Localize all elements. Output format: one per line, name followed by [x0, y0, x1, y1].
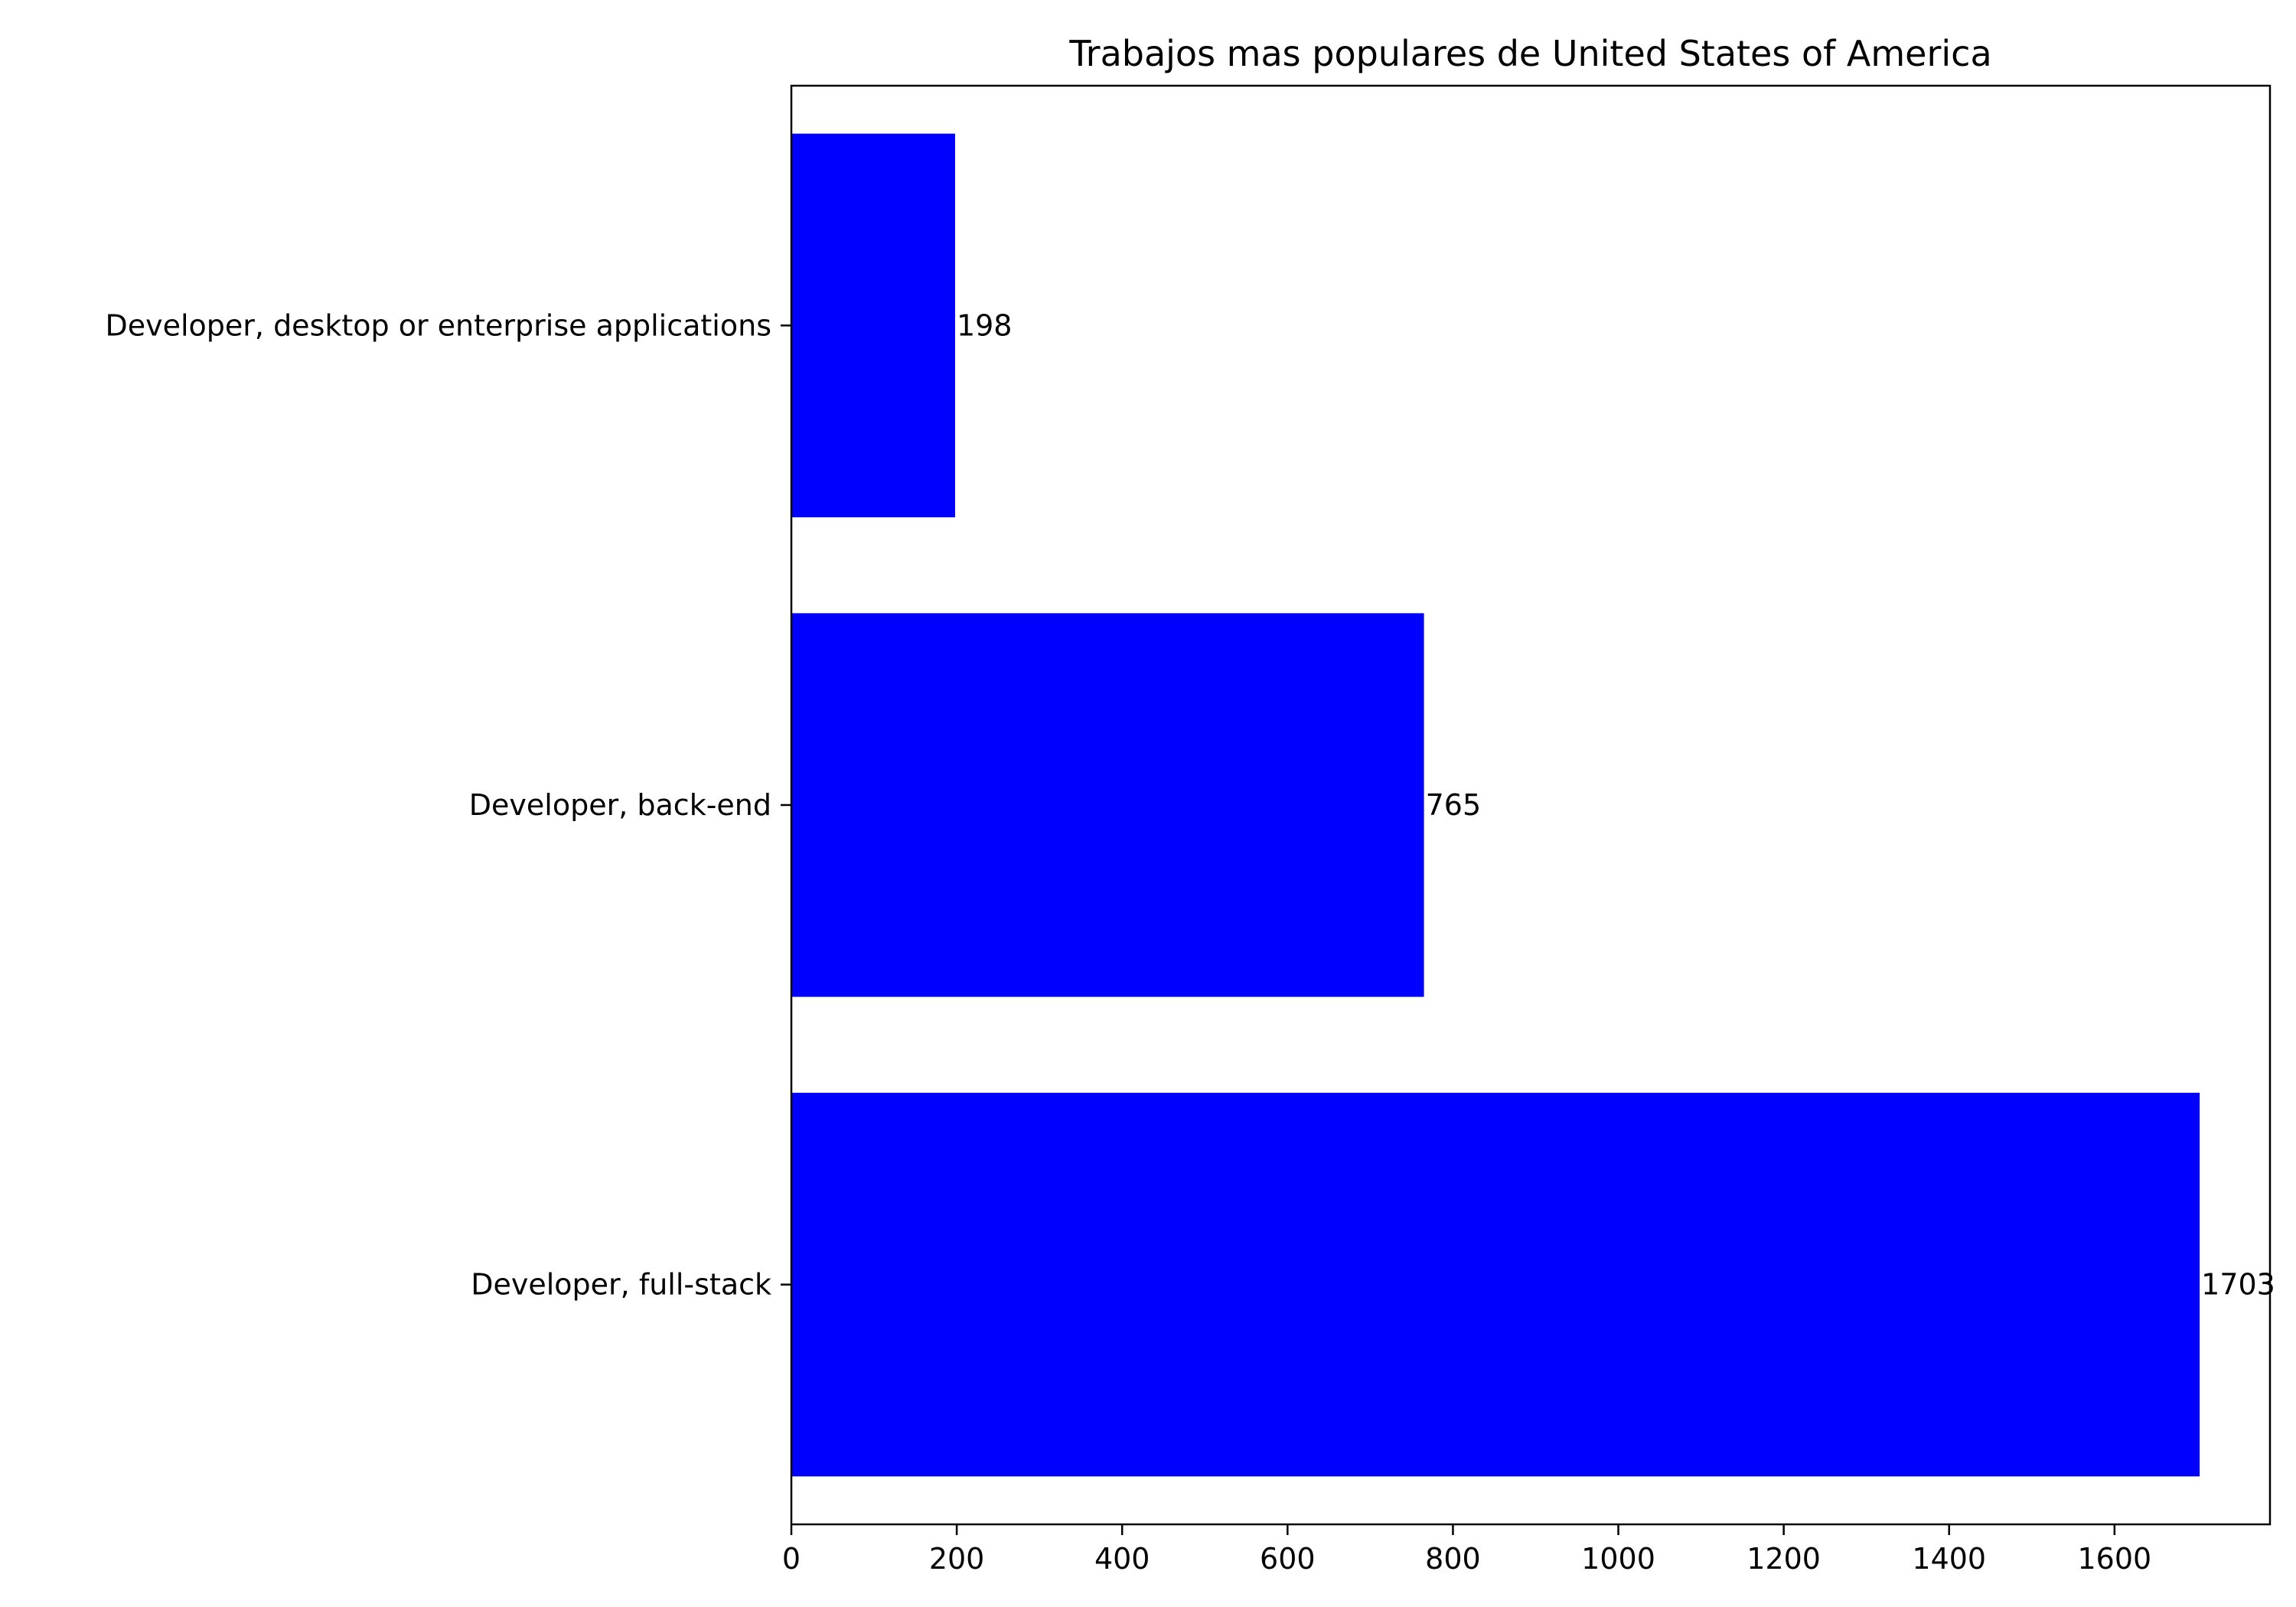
x-axis: 0 200 400 600 800 1000 1200 1400 1600 [782, 1524, 2151, 1576]
bar [791, 613, 1424, 997]
bars-group [791, 133, 2200, 1477]
y-tick-label: Developer, full-stack [471, 1268, 771, 1302]
x-tick-label: 400 [1094, 1542, 1150, 1576]
bar [791, 1093, 2200, 1477]
y-tick-label: Developer, back-end [469, 788, 771, 822]
chart-title: Trabajos mas populares de United States … [1068, 33, 1991, 74]
x-tick-label: 0 [782, 1542, 801, 1576]
bar-value-label: 198 [957, 308, 1013, 342]
x-tick-label: 200 [929, 1542, 985, 1576]
bar-value-label: 765 [1426, 788, 1482, 822]
y-tick-label: Developer, desktop or enterprise applica… [105, 308, 771, 342]
bar-value-label: 1703 [2201, 1268, 2275, 1302]
x-tick-label: 1000 [1581, 1542, 1655, 1576]
x-tick-label: 800 [1425, 1542, 1481, 1576]
x-tick-label: 1200 [1746, 1542, 1821, 1576]
x-tick-label: 1600 [2077, 1542, 2151, 1576]
x-tick-label: 600 [1260, 1542, 1316, 1576]
x-tick-label: 1400 [1912, 1542, 1986, 1576]
bar [791, 133, 955, 517]
plot-frame [790, 84, 2272, 1526]
data-labels-group: 198 765 1703 [957, 308, 2275, 1301]
y-axis: Developer, desktop or enterprise applica… [105, 308, 791, 1302]
